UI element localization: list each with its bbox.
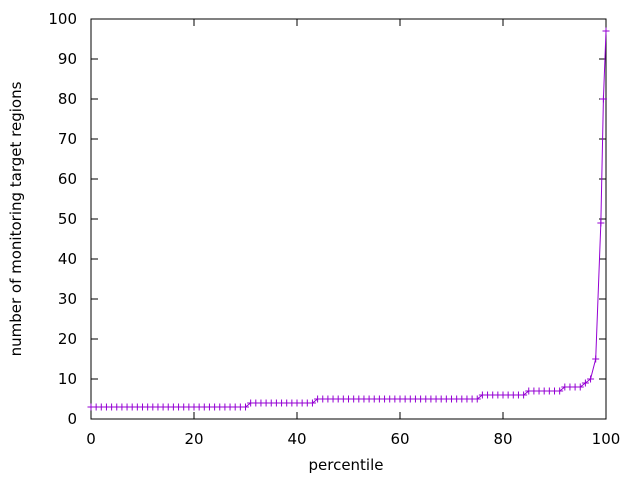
ticks xyxy=(90,18,607,420)
data-point xyxy=(576,383,584,391)
tick-labels: 0 20 40 60 80 100 0 10 20 30 40 50 60 70 80 90 100 xyxy=(48,10,620,448)
data-point xyxy=(308,399,316,407)
y-tick-label: 50 xyxy=(58,210,77,228)
data-point xyxy=(520,391,528,399)
x-tick-label: 100 xyxy=(592,430,621,448)
data-point xyxy=(587,375,595,383)
y-tick-label: 60 xyxy=(58,170,77,188)
data-point xyxy=(597,219,605,227)
y-tick-label: 20 xyxy=(58,330,77,348)
x-axis-label: percentile xyxy=(308,456,383,474)
data-point xyxy=(592,355,600,363)
data-point xyxy=(242,403,249,411)
series-line xyxy=(91,30,607,408)
x-tick-label: 80 xyxy=(493,430,512,448)
y-tick-label: 10 xyxy=(58,370,77,388)
data-point xyxy=(602,27,610,35)
y-tick-label: 40 xyxy=(58,250,77,268)
series xyxy=(87,27,610,411)
data-point xyxy=(473,395,481,403)
y-tick-label: 90 xyxy=(58,50,77,68)
y-tick-label: 0 xyxy=(67,410,77,428)
data-point xyxy=(556,387,564,395)
y-tick-label: 30 xyxy=(58,290,77,308)
plot-frame xyxy=(90,18,607,420)
x-tick-label: 60 xyxy=(390,430,409,448)
y-tick-label: 70 xyxy=(58,130,77,148)
data-point xyxy=(599,95,607,103)
x-tick-label: 20 xyxy=(184,430,203,448)
x-tick-label: 40 xyxy=(287,430,306,448)
y-tick-label: 100 xyxy=(48,10,77,28)
data-point xyxy=(581,379,589,387)
y-axis-label: number of monitoring target regions xyxy=(7,81,25,356)
x-tick-label: 0 xyxy=(86,430,96,448)
y-tick-label: 80 xyxy=(58,90,77,108)
